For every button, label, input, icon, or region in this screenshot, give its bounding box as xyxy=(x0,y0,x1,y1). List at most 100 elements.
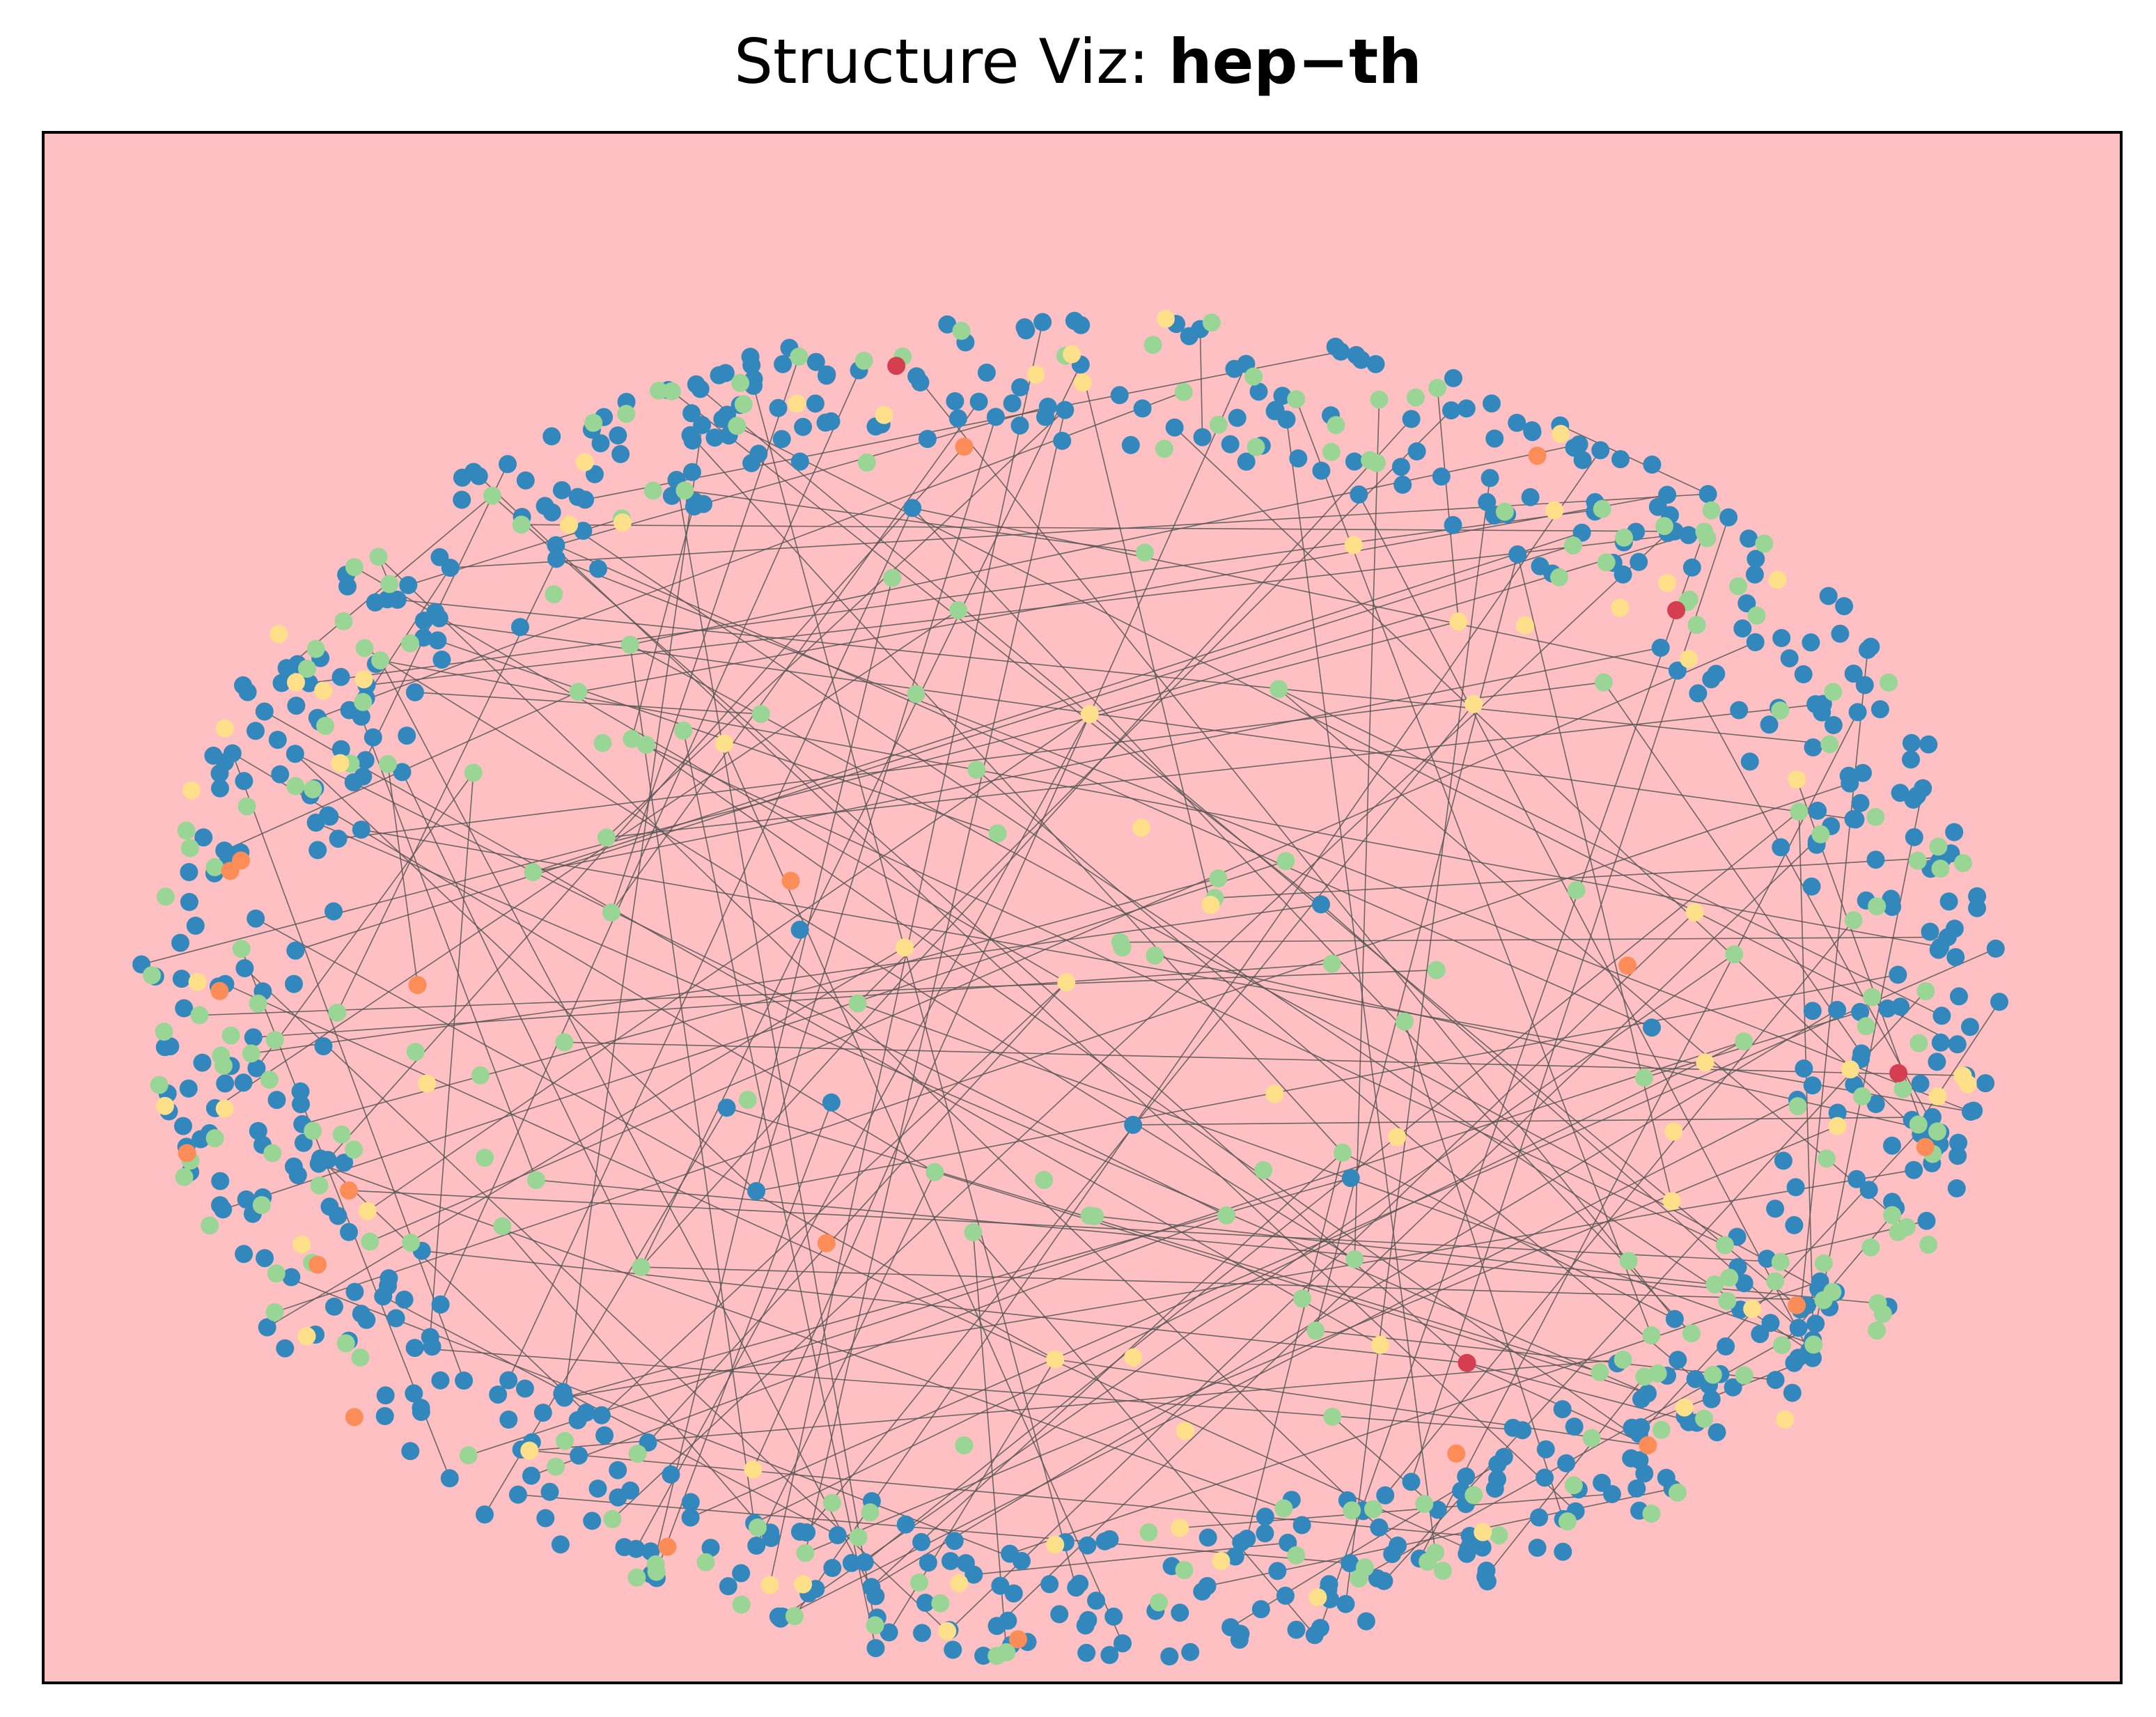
graph-node xyxy=(1908,851,1927,870)
graph-node xyxy=(314,1037,333,1055)
graph-node xyxy=(1350,1569,1368,1588)
graph-node xyxy=(1618,956,1637,975)
graph-edge xyxy=(1331,1416,1439,1511)
graph-node xyxy=(1883,1206,1902,1225)
graph-node xyxy=(1201,896,1220,914)
graph-node xyxy=(423,1337,442,1356)
graph-node xyxy=(1848,1170,1866,1188)
graph-node xyxy=(1447,1444,1466,1463)
graph-node xyxy=(177,821,196,840)
graph-edge xyxy=(1174,427,1937,1149)
graph-node xyxy=(1790,802,1809,821)
graph-node xyxy=(591,434,610,453)
graph-node xyxy=(1863,988,1882,1007)
graph-node xyxy=(760,1576,779,1594)
graph-node xyxy=(586,465,604,483)
graph-node xyxy=(682,463,701,481)
graph-node xyxy=(1457,399,1476,418)
graph-node xyxy=(1776,1410,1795,1429)
graph-node xyxy=(1788,1097,1807,1116)
graph-node xyxy=(1515,616,1534,635)
graph-node xyxy=(366,593,384,612)
graph-node xyxy=(1597,553,1616,572)
graph-edge xyxy=(601,981,1067,1416)
graph-edge xyxy=(361,716,537,1181)
graph-edge xyxy=(1384,919,1854,1496)
graph-node xyxy=(1350,485,1368,504)
graph-node xyxy=(399,576,418,594)
graph-node xyxy=(1950,987,1968,1006)
graph-node xyxy=(714,734,733,753)
graph-node xyxy=(1948,1147,1967,1165)
graph-node xyxy=(512,515,531,534)
graph-node xyxy=(1961,1018,1979,1036)
graph-edge xyxy=(611,532,1669,1520)
graph-node xyxy=(431,1371,450,1390)
graph-edge xyxy=(367,713,1091,1212)
graph-node xyxy=(796,1544,815,1562)
graph-node xyxy=(1545,501,1564,520)
graph-node xyxy=(710,366,728,384)
graph-node xyxy=(1990,993,2008,1011)
graph-node xyxy=(235,772,253,791)
graph-node xyxy=(1323,1407,1342,1426)
graph-edge xyxy=(251,903,1322,1055)
graph-node xyxy=(1669,1483,1687,1502)
title-prefix: Structure Viz: xyxy=(734,26,1169,98)
graph-node xyxy=(997,1643,1016,1661)
graph-node xyxy=(1859,640,1877,659)
graph-node xyxy=(1124,1115,1143,1134)
graph-edge xyxy=(935,1171,1648,1394)
graph-node xyxy=(1268,1562,1287,1580)
graph-node xyxy=(522,1466,540,1485)
graph-node xyxy=(1866,1095,1885,1113)
graph-node xyxy=(328,1003,347,1022)
graph-node xyxy=(314,681,333,700)
graph-node xyxy=(1665,1310,1684,1328)
graph-node xyxy=(244,1028,263,1047)
graph-node xyxy=(806,352,825,371)
graph-node xyxy=(1883,1136,1901,1155)
graph-node xyxy=(1652,1420,1671,1439)
graph-node xyxy=(1702,1390,1721,1408)
graph-node xyxy=(1667,601,1686,619)
graph-node xyxy=(371,651,390,670)
graph-node xyxy=(675,481,694,500)
graph-node xyxy=(1287,1546,1306,1564)
graph-node xyxy=(1928,1052,1946,1071)
graph-node xyxy=(1851,1002,1870,1021)
graph-node xyxy=(237,1190,256,1209)
graph-node xyxy=(1718,1291,1737,1310)
graph-node xyxy=(1844,911,1863,930)
graph-node xyxy=(1528,446,1547,465)
graph-edge xyxy=(429,772,474,1337)
graph-node xyxy=(238,683,257,701)
graph-node xyxy=(1217,1206,1236,1225)
graph-node xyxy=(406,1043,425,1062)
graph-node xyxy=(1819,586,1838,605)
graph-node xyxy=(249,1121,267,1140)
graph-node xyxy=(520,1441,539,1460)
graph-edge xyxy=(1315,554,1518,1331)
graph-node xyxy=(1270,680,1288,699)
graph-node xyxy=(1406,388,1425,407)
graph-node xyxy=(749,444,768,463)
graph-node xyxy=(361,1232,380,1251)
graph-node xyxy=(190,1006,209,1025)
graph-node xyxy=(499,1411,518,1429)
graph-node xyxy=(911,373,930,391)
graph-node xyxy=(426,603,445,621)
graph-node xyxy=(1648,1364,1667,1383)
graph-edge xyxy=(315,822,1648,1394)
graph-node xyxy=(1743,1300,1762,1319)
graph-node xyxy=(325,1297,343,1316)
graph-node xyxy=(1121,435,1140,454)
graph-node xyxy=(211,779,229,798)
graph-node xyxy=(440,1469,459,1488)
graph-node xyxy=(1485,429,1504,448)
graph-node xyxy=(320,807,339,826)
graph-edge xyxy=(721,418,1958,1046)
graph-node xyxy=(155,1096,174,1115)
graph-node xyxy=(1393,475,1412,494)
graph-node xyxy=(536,1509,555,1528)
